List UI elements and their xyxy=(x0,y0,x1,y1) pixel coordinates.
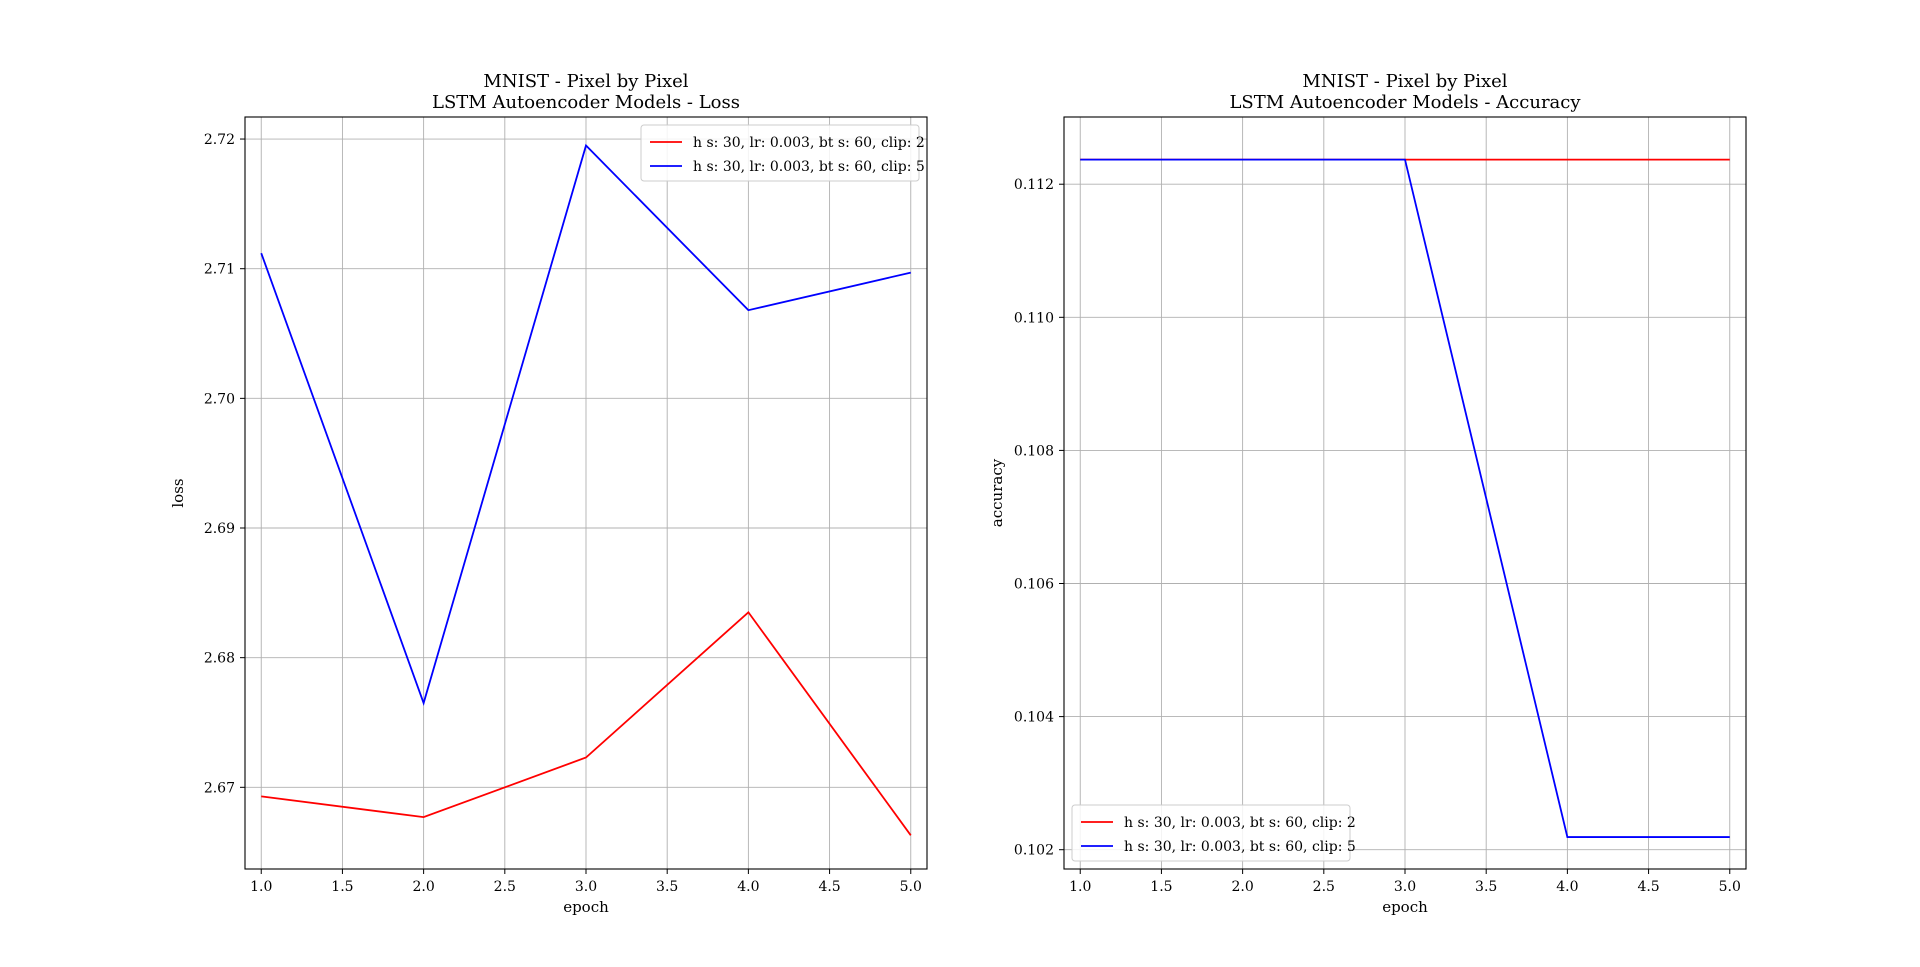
y-tick-label: 0.108 xyxy=(1014,443,1054,459)
y-tick-label: 0.104 xyxy=(1014,710,1054,726)
chart-title-line1: MNIST - Pixel by Pixel xyxy=(483,71,688,92)
x-tick-label: 2.0 xyxy=(1231,879,1253,895)
x-tick-label: 4.0 xyxy=(1556,879,1578,895)
y-tick-label: 2.68 xyxy=(204,651,235,667)
y-tick-label: 2.69 xyxy=(204,521,235,537)
legend-box xyxy=(640,124,920,182)
chart-title-line2: LSTM Autoencoder Models - Accuracy xyxy=(1229,92,1581,113)
x-tick-label: 1.5 xyxy=(331,879,353,895)
x-tick-label: 1.0 xyxy=(250,879,272,895)
x-axis-label: epoch xyxy=(1382,898,1428,916)
y-axis-label: loss xyxy=(169,478,187,507)
legend-label-2: h s: 30, lr: 0.003, bt s: 60, clip: 5 xyxy=(1124,839,1356,855)
x-tick-label: 5.0 xyxy=(1719,879,1741,895)
series-line-2 xyxy=(1080,158,1730,838)
x-tick-label: 5.0 xyxy=(900,879,922,895)
y-tick-label: 2.70 xyxy=(204,391,235,407)
y-tick-label: 2.67 xyxy=(204,780,235,796)
x-tick-label: 3.0 xyxy=(1394,879,1416,895)
x-tick-label: 4.5 xyxy=(1637,879,1659,895)
x-tick-label: 4.0 xyxy=(737,879,759,895)
legend-box xyxy=(1071,804,1351,862)
x-tick-label: 1.5 xyxy=(1150,879,1172,895)
x-tick-label: 2.5 xyxy=(1313,879,1335,895)
y-tick-label: 0.106 xyxy=(1014,577,1054,593)
x-tick-label: 3.5 xyxy=(656,879,678,895)
x-tick-label: 4.5 xyxy=(818,879,840,895)
series-line-2 xyxy=(260,143,911,706)
y-axis-label: accuracy xyxy=(988,458,1006,527)
chart-title-line1: MNIST - Pixel by Pixel xyxy=(1302,71,1507,92)
subplot-1: 1.0 1.5 2.0 2.5 3.0 3.5 4.0 4.5 5.0 2.67 2.68 2.69 2… xyxy=(169,71,928,916)
chart-title-line2: LSTM Autoencoder Models - Loss xyxy=(432,92,740,113)
y-tick-label: 0.112 xyxy=(1014,177,1054,193)
x-tick-label: 1.0 xyxy=(1069,879,1091,895)
x-axis-label: epoch xyxy=(563,898,609,916)
y-tick-label: 0.110 xyxy=(1014,310,1054,326)
subplot-2: 1.0 1.5 2.0 2.5 3.0 3.5 4.0 4.5 5.0 0.102 0.104 0.1… xyxy=(988,71,1747,916)
legend-label-2: h s: 30, lr: 0.003, bt s: 60, clip: 5 xyxy=(693,159,925,175)
legend: h s: 30, lr: 0.003, bt s: 60, clip: 2 h s… xyxy=(640,124,925,182)
x-tick-label: 2.5 xyxy=(494,879,516,895)
x-tick-label: 3.0 xyxy=(575,879,597,895)
x-tick-label: 3.5 xyxy=(1475,879,1497,895)
y-tick-label: 2.71 xyxy=(204,262,235,278)
y-tick-label: 0.102 xyxy=(1014,843,1054,859)
legend-label-1: h s: 30, lr: 0.003, bt s: 60, clip: 2 xyxy=(1124,815,1356,831)
legend: h s: 30, lr: 0.003, bt s: 60, clip: 2 h s… xyxy=(1071,804,1356,862)
x-tick-label: 2.0 xyxy=(412,879,434,895)
series-line-1 xyxy=(261,610,912,836)
legend-label-1: h s: 30, lr: 0.003, bt s: 60, clip: 2 xyxy=(693,135,925,151)
y-tick-label: 2.72 xyxy=(204,132,235,148)
